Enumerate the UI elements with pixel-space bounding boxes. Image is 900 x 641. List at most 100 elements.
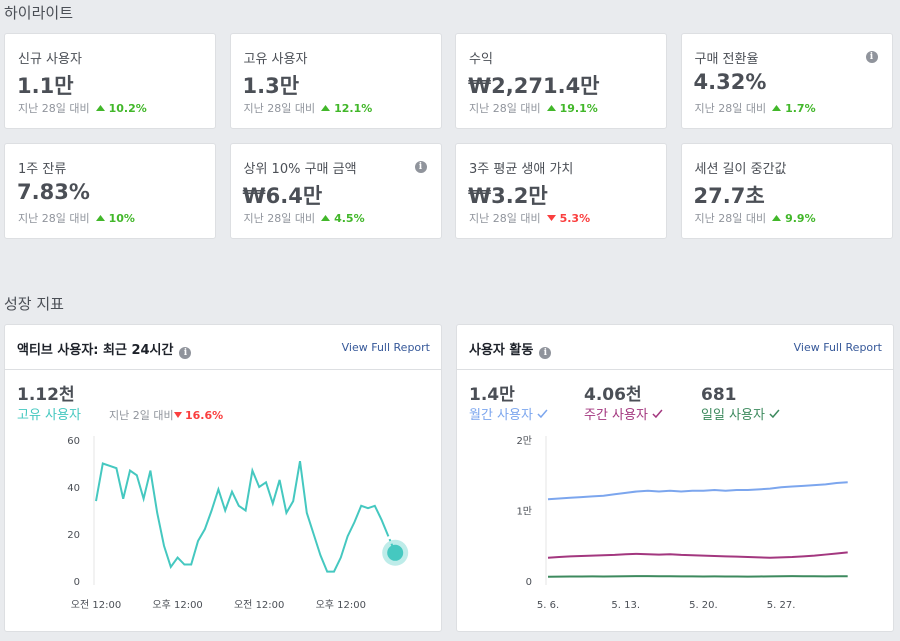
change-arrow [772,105,782,111]
x-tick-label: 5. 20. [689,600,718,611]
arrow [546,105,556,111]
stat-value: 1.4만 [469,385,515,405]
change-value: 9.9% [785,212,816,225]
y-tick-label: 40 [67,483,80,494]
change-value: 5.3% [559,212,591,225]
kpi-label: 1주 잔류 [18,162,67,177]
kpi-card: 구매 전환율 4.32% 지난 28일 대비 1.7% i [680,33,893,129]
kpi-label: 수익 [469,52,493,67]
info-icon[interactable]: i [179,347,192,359]
check-icon[interactable] [537,409,548,419]
kpi-card: 1주 잔류 7.83% 지난 28일 대비 10% [4,143,216,239]
panel-title-text: 사용자 활동 [469,343,534,358]
kpi-compare: 지난 28일 대비 19.1% [469,100,598,116]
kpi-label: 상위 10% 구매 금액 [243,162,357,177]
kpi-label: 고유 사용자 [243,52,308,67]
info-icon[interactable]: i [539,347,552,359]
check-icon[interactable] [769,409,780,419]
panel-title-text: 액티브 사용자: 최근 24시간 [17,343,174,358]
arrow [95,215,105,221]
view-report-link[interactable]: View Full Report [341,341,430,354]
change-value: 4.5% [334,212,365,225]
x-tick-label: 5. 6. [537,600,559,611]
stat-value: 681 [701,385,737,405]
chart-panel: 사용자 활동 i View Full Report 1.4만 월간 사용자 4.06천 주간… [456,324,894,632]
kpi-value: 4.32% [693,70,767,94]
stat-value: 1.12천 [17,385,75,405]
kpi-card: 세션 길이 중간값 27.7초 지난 28일 대비 9.9% [680,143,893,239]
compare-text: 지난 28일 대비 [243,212,316,225]
arrow [321,215,331,221]
y-tick-label: 0 [526,577,532,588]
change-arrow [772,215,782,221]
compare-text: 지난 28일 대비 [694,212,767,225]
kpi-compare: 지난 28일 대비 1.7% [695,100,816,116]
kpi-value: ₩2,271.4만 [468,74,600,98]
kpi-label: 구매 전환율 [694,52,759,67]
change-arrow [174,412,182,418]
kpi-compare: 지난 28일 대비 5.3% [469,210,590,226]
kpi-compare: 지난 28일 대비 4.5% [244,210,365,226]
compare-text: 지난 28일 대비 [243,102,316,115]
kpi-value: 1.3만 [242,74,300,98]
compare-text: 지난 28일 대비 [18,212,90,225]
change-value: 19.1% [559,102,598,115]
data-line [547,481,848,501]
panel-title: 액티브 사용자: 최근 24시간 i [17,339,192,359]
section-title: 성장 지표 [4,295,64,313]
x-tick-label: 5. 13. [611,600,640,611]
change-value: 12.1% [334,102,373,115]
change-arrow [95,215,105,221]
legend-entry: 고유 사용자 [17,408,81,423]
y-tick-label: 0 [74,577,80,588]
section-title: 하이라이트 [4,4,74,22]
kpi-compare: 지난 28일 대비 12.1% [244,100,373,116]
kpi-label: 신규 사용자 [18,52,82,67]
kpi-label: 3주 평균 생애 가치 [469,162,574,177]
panel-title: 사용자 활동 i [469,339,552,359]
data-line [95,460,397,573]
kpi-label: 세션 길이 중간값 [694,162,787,177]
check-icon[interactable] [652,409,663,419]
compare-text: 지난 28일 대비 [469,212,541,225]
x-tick-label: 5. 27. [767,600,796,611]
x-tick-label: 오전 12:00 [71,599,121,611]
kpi-value: 7.83% [17,180,90,204]
info-icon[interactable]: i [865,51,878,63]
x-tick-label: 오전 12:00 [234,599,284,611]
info-icon[interactable]: i [414,161,427,173]
y-tick-label: 20 [67,530,80,541]
compare-text: 지난 28일 대비 [469,102,541,115]
legend-entry: 일일 사용자 [701,408,765,423]
panel-header: 사용자 활동 i View Full Report [457,325,893,370]
compare-text: 지난 2일 대비 [109,408,174,422]
change-value: 16.6% [185,409,223,422]
arrow [772,215,782,221]
highlight-point[interactable] [387,544,404,561]
kpi-value: ₩3.2만 [468,184,548,208]
compare-text: 지난 28일 대비 [694,102,767,115]
panel-header: 액티브 사용자: 최근 24시간 i View Full Report [5,325,441,370]
x-tick-label: 오후 12:00 [152,599,202,611]
view-report-link[interactable]: View Full Report [793,341,882,354]
kpi-compare: 지난 28일 대비 10% [18,210,135,226]
change-value: 10.2% [108,102,147,115]
legend-entry: 월간 사용자 [469,408,533,423]
kpi-compare: 지난 28일 대비 10.2% [18,100,147,116]
compare-text: 지난 28일 대비 [18,102,90,115]
change-arrow [95,105,105,111]
kpi-value: ₩6.4만 [242,184,323,208]
change-arrow [546,215,556,221]
data-line [547,575,848,578]
arrow [772,105,782,111]
arrow [95,105,105,111]
change-value: 1.7% [785,102,816,115]
